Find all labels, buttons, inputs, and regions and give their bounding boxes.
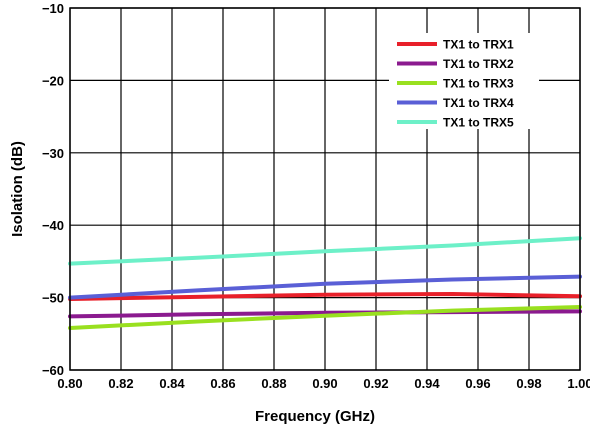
series-line [68, 274, 582, 300]
x-tick-label: 0.94 [414, 376, 440, 391]
legend-label: TX1 to TRX5 [443, 116, 514, 130]
legend-label: TX1 to TRX1 [443, 38, 514, 52]
legend-label: TX1 to TRX3 [443, 77, 514, 91]
y-tick-label: −20 [42, 73, 64, 88]
y-tick-label: −50 [42, 291, 64, 306]
x-tick-label: 0.84 [159, 376, 185, 391]
y-tick-label: −10 [42, 1, 64, 16]
x-tick-label: 0.96 [465, 376, 490, 391]
legend: TX1 to TRX1 TX1 to TRX2 TX1 to TRX3 TX1 to … [389, 33, 539, 130]
x-tick-labels: 0.80 0.82 0.84 0.86 0.88 0.90 0.92 0.94 0.96 0.98… [57, 376, 590, 391]
x-tick-label: 0.92 [363, 376, 388, 391]
legend-label: TX1 to TRX4 [443, 96, 514, 110]
y-tick-label: −40 [42, 218, 64, 233]
y-tick-labels: −10 −20 −30 −40 −50 −60 [42, 1, 64, 378]
series-line [68, 236, 582, 266]
y-axis-title: Isolation (dB) [9, 141, 26, 237]
x-tick-label: 0.88 [261, 376, 286, 391]
x-tick-label: 1.00 [567, 376, 590, 391]
series-line [68, 305, 582, 330]
x-tick-label: 0.98 [516, 376, 541, 391]
series-lines [68, 236, 582, 330]
series-line [68, 292, 582, 301]
series-line [68, 309, 582, 319]
legend-label: TX1 to TRX2 [443, 57, 514, 71]
x-axis-title: Frequency (GHz) [255, 408, 375, 425]
x-tick-label: 0.86 [210, 376, 235, 391]
plot-frame [69, 7, 581, 371]
x-tick-label: 0.80 [57, 376, 82, 391]
y-tick-label: −30 [42, 146, 64, 161]
x-tick-label: 0.90 [312, 376, 337, 391]
x-tick-label: 0.82 [108, 376, 133, 391]
y-tick-label: −60 [42, 363, 64, 378]
